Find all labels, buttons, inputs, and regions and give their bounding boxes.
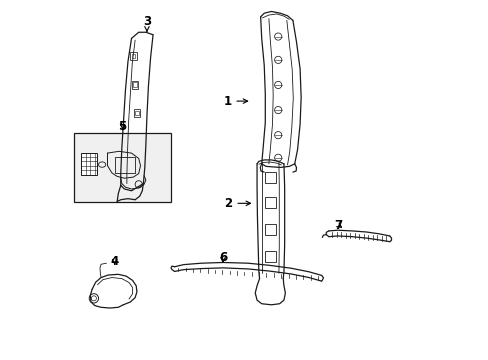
Bar (74, 134, 171, 202)
Bar (132, 81, 138, 89)
Bar (264, 172, 275, 183)
Bar (264, 197, 275, 208)
Text: 1: 1 (223, 95, 247, 108)
Bar (130, 52, 136, 60)
Text: 4: 4 (110, 255, 119, 267)
Text: 3: 3 (142, 15, 151, 31)
Bar (264, 224, 275, 235)
Bar (133, 109, 140, 117)
Bar (137, 140, 140, 144)
Text: 7: 7 (334, 219, 342, 232)
Bar (135, 138, 142, 146)
Bar (264, 251, 275, 262)
Bar (115, 157, 135, 173)
Text: 6: 6 (219, 251, 226, 264)
Bar (135, 111, 139, 116)
Bar (81, 153, 97, 175)
Text: 5: 5 (118, 121, 126, 134)
Bar (133, 82, 137, 87)
Bar (131, 54, 135, 58)
Text: 2: 2 (224, 197, 250, 210)
